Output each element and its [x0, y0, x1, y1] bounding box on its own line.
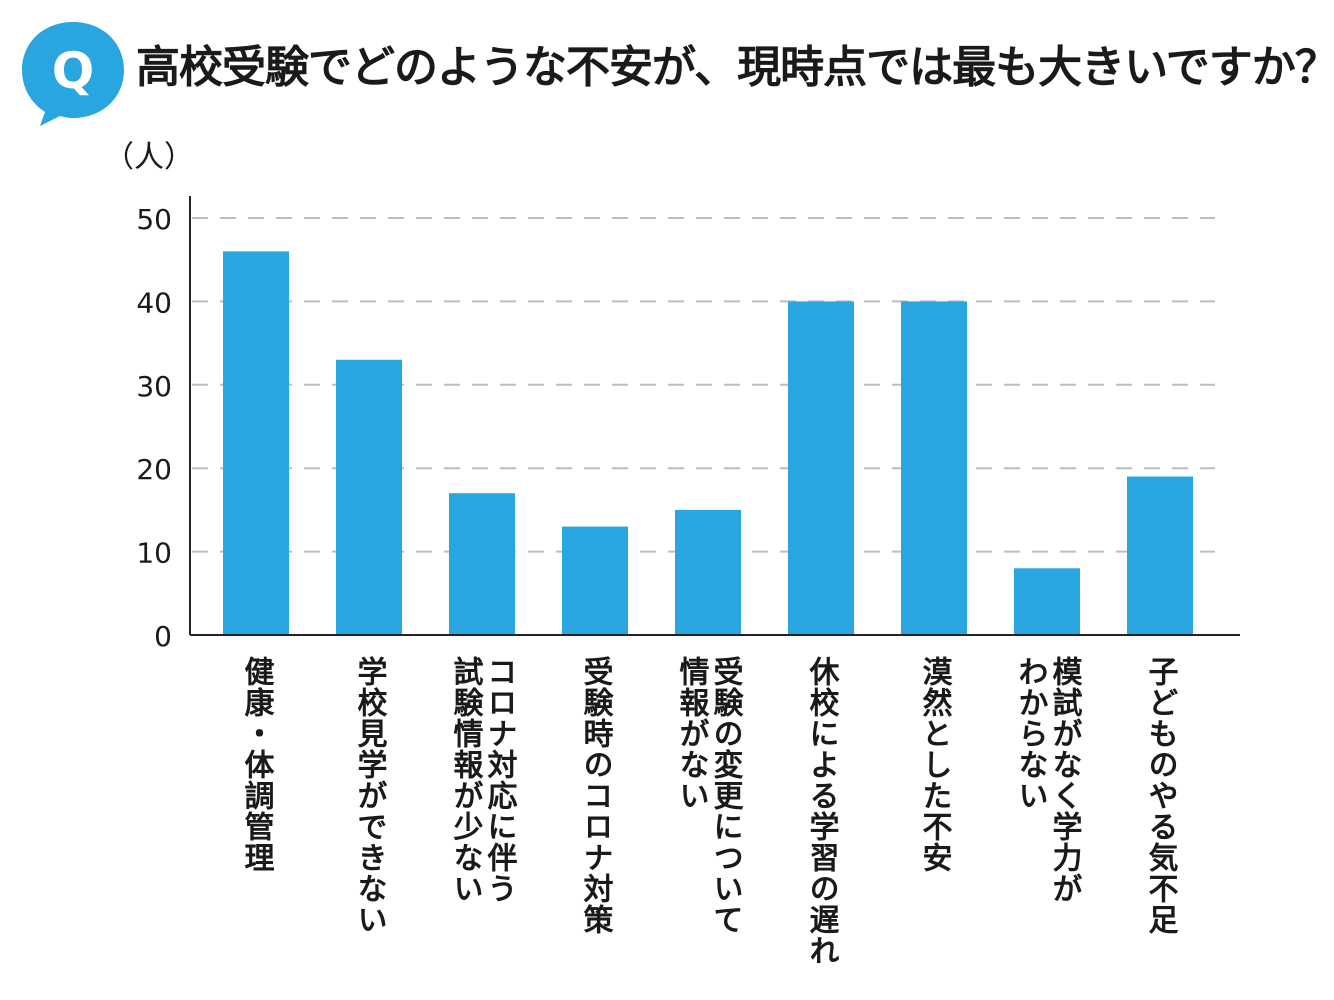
x-category-label-line: 試験情報が少ない: [448, 655, 484, 904]
bar: [675, 509, 741, 635]
bar: [1014, 568, 1080, 635]
bar: [449, 493, 515, 635]
bar: [901, 301, 967, 635]
bar: [788, 301, 854, 635]
y-tick-label: 50: [136, 203, 172, 236]
x-category-label-line: 子どものやる気不足: [1143, 656, 1179, 935]
bar: [1127, 476, 1193, 635]
x-category-label: 子どものやる気不足: [1143, 656, 1179, 935]
bar: [562, 526, 628, 635]
q-speech-bubble-icon: Q: [22, 22, 124, 126]
q-badge-letter: Q: [52, 42, 95, 100]
bar: [336, 359, 402, 635]
y-tick-label: 10: [136, 537, 172, 570]
x-category-label-line: 受験時のコロナ対策: [578, 656, 614, 935]
x-category-label-line: 受験の変更について: [708, 656, 744, 935]
y-tick-label: 20: [136, 453, 172, 486]
x-category-label: 学校見学ができない: [352, 655, 388, 935]
x-category-label-line: 漠然とした不安: [917, 656, 953, 873]
y-tick-label: 40: [136, 286, 172, 319]
x-category-label-line: 学校見学ができない: [352, 655, 388, 935]
x-category-label-line: 模試がなく学力が: [1047, 656, 1083, 904]
x-category-label: 受験時のコロナ対策: [578, 656, 614, 935]
x-category-label: 健康・体調管理: [239, 656, 275, 873]
y-tick-label: 30: [136, 370, 172, 403]
x-category-label: 漠然とした不安: [917, 656, 953, 873]
x-category-label-line: 情報がない: [674, 656, 710, 811]
y-axis-unit-label: （人）: [104, 140, 194, 175]
y-tick-label: 0: [154, 620, 172, 653]
x-category-label-line: 健康・体調管理: [239, 656, 275, 873]
x-category-label: 休校による学習の遅れ: [804, 656, 841, 966]
question-title: 高校受験でどのような不安が、現時点では最も大きいですか？: [136, 42, 1334, 93]
bar: [223, 251, 289, 636]
x-category-label-line: コロナ対応に伴う: [482, 656, 519, 904]
x-category-label-line: 休校による学習の遅れ: [804, 656, 841, 966]
x-category-label-line: わからない: [1013, 656, 1048, 811]
